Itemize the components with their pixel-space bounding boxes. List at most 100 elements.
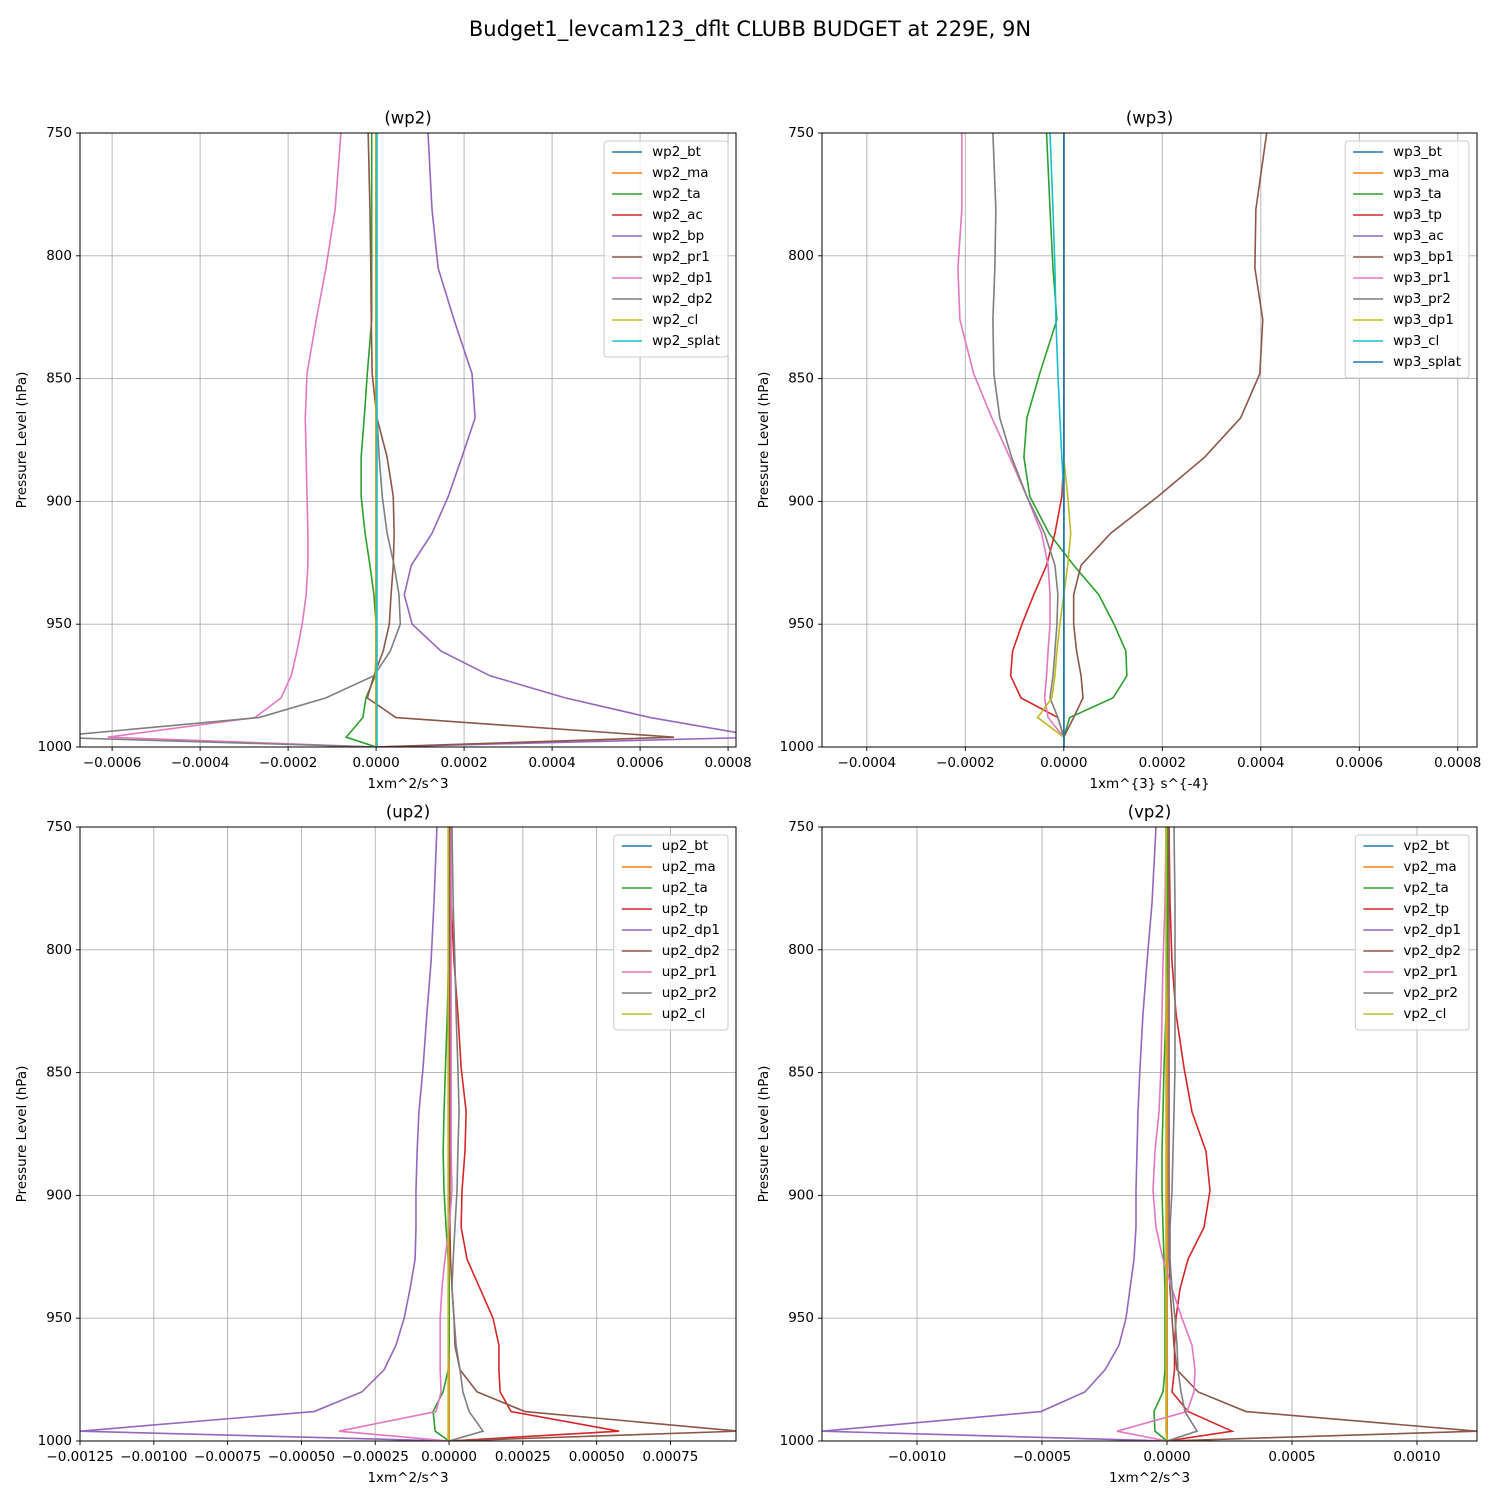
y-tick-label: 750 xyxy=(788,819,814,835)
legend-label: up2_dp1 xyxy=(662,922,720,938)
y-tick-label: 1000 xyxy=(780,739,814,755)
legend: vp2_bt vp2_ma vp2_ta vp2_tp vp2_dp1 vp2_dp2vp… xyxy=(1354,834,1470,1031)
axes-frame xyxy=(821,132,1478,748)
series-line xyxy=(1166,827,1199,1441)
x-tick-label: −0.0002 xyxy=(936,755,995,771)
y-tick-label: 1000 xyxy=(38,1433,72,1449)
series-line xyxy=(376,133,736,747)
legend-label: vp2_cl xyxy=(1403,1006,1446,1022)
subplot: −0.0004 −0.0002 0.0000 0.0002 0.0004 0.0006 0.… xyxy=(756,109,1481,793)
x-tick-label: 0.00050 xyxy=(569,1449,625,1465)
y-tick-label: 800 xyxy=(46,942,72,958)
series-line xyxy=(1166,827,1477,1441)
x-axis-label: 1xm^2/s^3 xyxy=(367,776,448,792)
legend-label: wp3_pr2 xyxy=(1393,291,1451,307)
series-line xyxy=(992,133,1065,747)
legend-box xyxy=(1344,140,1470,379)
legend-label: up2_tp xyxy=(662,901,708,917)
y-axis-label: Pressure Level (hPa) xyxy=(756,1066,772,1203)
legend-label: wp3_ma xyxy=(1393,165,1449,181)
axes-frame xyxy=(79,826,737,1442)
y-tick-label: 850 xyxy=(788,371,814,387)
series-line xyxy=(366,133,675,747)
series-line xyxy=(1063,133,1268,747)
y-tick-label: 900 xyxy=(788,1187,814,1203)
series-line xyxy=(107,133,377,747)
legend-label: wp2_ma xyxy=(652,165,708,181)
series-line xyxy=(448,827,620,1441)
legend-label: wp3_cl xyxy=(1393,333,1439,349)
subplot-title: (wp2) xyxy=(384,109,431,128)
y-tick-label: 800 xyxy=(788,942,814,958)
legend-label: vp2_pr1 xyxy=(1403,964,1458,980)
legend-label: vp2_tp xyxy=(1403,901,1449,917)
x-tick-label: 0.0000 xyxy=(1143,1449,1190,1465)
legend-box xyxy=(613,834,729,1031)
legend: up2_bt up2_ma up2_ta up2_tp up2_dp1 up2_dp2up… xyxy=(613,834,729,1031)
series-line xyxy=(1116,827,1196,1441)
legend-label: wp2_bt xyxy=(652,144,701,160)
x-tick-label: 0.0008 xyxy=(1434,755,1481,771)
legend-label: up2_ma xyxy=(662,859,716,875)
y-tick-label: 750 xyxy=(46,125,72,141)
series-line xyxy=(957,133,1065,747)
legend-label: vp2_dp2 xyxy=(1403,943,1461,959)
x-tick-label: −0.00075 xyxy=(194,1449,261,1465)
series-line xyxy=(80,827,450,1441)
legend-label: wp2_ta xyxy=(652,186,701,202)
subplot-title: (vp2) xyxy=(1128,803,1172,822)
x-tick-label: −0.00100 xyxy=(120,1449,187,1465)
y-tick-label: 1000 xyxy=(780,1433,814,1449)
legend-label: wp3_splat xyxy=(1393,354,1461,370)
x-tick-label: −0.00125 xyxy=(46,1449,113,1465)
x-axis-label: 1xm^2/s^3 xyxy=(1109,1470,1190,1486)
y-tick-label: 950 xyxy=(46,1310,72,1326)
y-axis-label: Pressure Level (hPa) xyxy=(756,372,772,509)
legend-label: vp2_ta xyxy=(1403,880,1448,896)
x-tick-label: 0.0006 xyxy=(1336,755,1383,771)
x-tick-label: 0.00000 xyxy=(421,1449,477,1465)
y-tick-label: 950 xyxy=(788,616,814,632)
y-tick-label: 800 xyxy=(788,248,814,264)
x-tick-label: 0.0010 xyxy=(1393,1449,1440,1465)
legend: wp2_bt wp2_ma wp2_ta wp2_ac wp2_bp wp2_pr1 wp2… xyxy=(603,140,729,358)
legend-label: wp3_tp xyxy=(1393,207,1442,223)
x-tick-label: −0.00025 xyxy=(342,1449,409,1465)
legend-label: wp3_bt xyxy=(1393,144,1442,160)
legend-label: wp2_ac xyxy=(652,207,703,223)
x-tick-label: −0.0006 xyxy=(83,755,142,771)
legend-label: wp3_bp1 xyxy=(1393,249,1454,265)
x-tick-label: 0.0002 xyxy=(1139,755,1186,771)
x-axis-label: 1xm^2/s^3 xyxy=(367,1470,448,1486)
legend-label: vp2_pr2 xyxy=(1403,985,1458,1001)
legend-label: wp3_ta xyxy=(1393,186,1442,202)
figure-title: Budget1_levcam123_dflt CLUBB BUDGET at 2… xyxy=(469,17,1031,42)
subplot-title: (wp3) xyxy=(1126,109,1173,128)
y-tick-label: 1000 xyxy=(38,739,72,755)
legend-label: up2_pr1 xyxy=(662,964,717,980)
subplot-title: (up2) xyxy=(386,803,430,822)
y-tick-label: 850 xyxy=(46,371,72,387)
x-tick-label: −0.0004 xyxy=(171,755,230,771)
legend-label: wp2_bp xyxy=(652,228,704,244)
series-line xyxy=(338,827,453,1441)
x-tick-label: 0.00075 xyxy=(643,1449,699,1465)
legend-label: up2_ta xyxy=(662,880,708,896)
series-line xyxy=(1165,827,1168,1441)
x-tick-label: 0.0004 xyxy=(1237,755,1284,771)
legend-label: up2_pr2 xyxy=(662,985,717,1001)
legend-label: vp2_ma xyxy=(1403,859,1456,875)
subplot: −0.0010 −0.0005 0.0000 0.0005 0.0010 750 800 85… xyxy=(756,803,1478,1486)
legend-label: up2_dp2 xyxy=(662,943,720,959)
y-axis-label: Pressure Level (hPa) xyxy=(14,372,30,509)
series-line xyxy=(822,827,1168,1441)
legend-label: wp2_splat xyxy=(652,333,720,349)
x-tick-label: −0.0005 xyxy=(1013,1449,1072,1465)
y-tick-label: 750 xyxy=(46,819,72,835)
x-axis-label: 1xm^{3} s^{-4} xyxy=(1089,776,1209,792)
legend-label: vp2_bt xyxy=(1403,838,1449,854)
legend-label: vp2_dp1 xyxy=(1403,922,1461,938)
